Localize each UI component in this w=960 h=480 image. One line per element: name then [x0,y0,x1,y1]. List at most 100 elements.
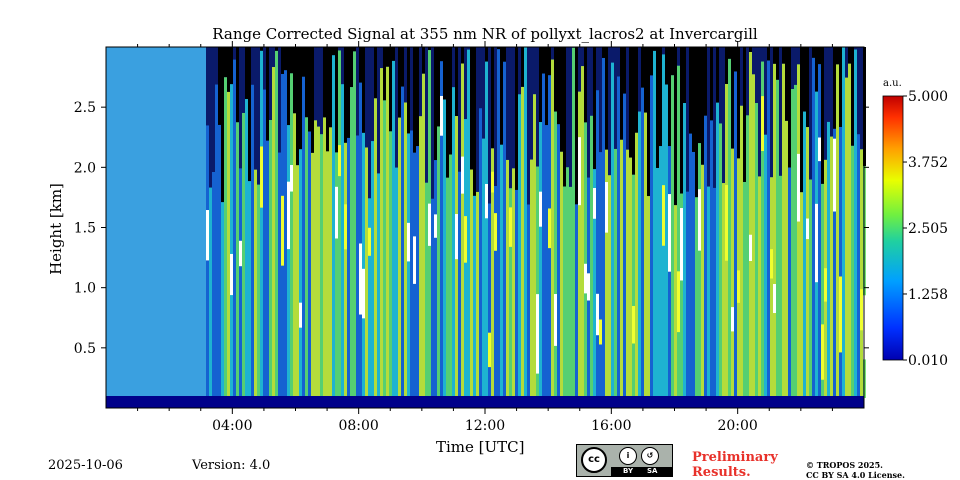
heatmap-column [662,47,665,55]
heatmap-column [257,184,260,398]
heatmap-column [632,47,635,175]
heatmap-column [344,47,347,143]
heatmap-column [761,61,764,399]
heatmap-column [308,47,311,132]
license-sa-label: SA [647,467,658,475]
y-tick-label: 2.5 [74,100,96,116]
heatmap-column [704,115,707,398]
heatmap-column [209,187,212,398]
heatmap-feature [413,236,416,284]
heatmap-column [494,186,497,398]
heatmap-column [755,47,758,104]
heatmap-column [722,47,725,184]
x-tick-label: 08:00 [338,418,378,434]
heatmap-column [599,47,602,153]
heatmap-column [233,47,236,60]
heatmap-column [410,47,413,131]
heatmap-column [560,151,563,398]
heatmap-column [449,154,452,398]
heatmap-column [380,68,383,399]
heatmap-column [434,47,437,161]
heatmap-column [812,57,815,398]
heatmap-column [665,47,668,85]
colorbar-ticks: 0.010 1.258 2.505 3.752 5.000 [903,89,948,369]
heatmap-column [770,47,773,178]
heatmap-column [227,47,230,92]
heatmap-column [590,115,593,399]
heatmap-column [833,128,836,398]
heatmap-column [509,188,512,398]
heatmap-column [635,47,638,133]
x-axis-label: Time [UTC] [436,438,525,456]
heatmap-column [290,47,293,74]
heatmap-column [239,47,242,169]
heatmap-column [791,47,794,90]
heatmap-column [281,47,284,74]
heatmap-feature [281,195,284,266]
heatmap-column [539,47,542,123]
heatmap-column [458,47,461,172]
heatmap-column [578,91,581,399]
heatmap-column [500,47,503,145]
heatmap-column [782,63,785,398]
heatmap-column [401,86,404,399]
heatmap-feature [494,213,497,251]
heatmap-column [593,169,596,398]
heatmap-column [569,186,572,398]
heatmap-column [467,49,470,398]
heatmap-feature [770,249,773,279]
heatmap-column [806,47,809,128]
heatmap-feature [290,165,293,192]
heatmap-column [602,57,605,399]
heatmap-column [653,50,656,399]
heatmap-column [314,120,317,399]
heatmap-column [503,61,506,398]
heatmap-column [431,198,434,398]
heatmap-column [722,183,725,398]
heatmap-feature [761,96,764,151]
heatmap-column [683,103,686,398]
heatmap-feature [509,207,512,247]
heatmap-column [758,176,761,398]
heatmap-column [323,117,326,398]
heatmap-column [452,47,455,88]
heatmap-column [719,47,722,124]
x-tick-label: 20:00 [717,418,757,434]
heatmap-column [719,123,722,398]
heatmap-column [272,67,275,398]
heatmap-column [227,91,230,398]
heatmap-column [749,47,752,52]
heatmap-column [629,47,632,158]
heatmap-column [632,174,635,398]
heatmap-feature [806,218,809,240]
heatmap-column [266,140,269,398]
y-tick-label: 1.0 [74,281,96,297]
heatmap-column [578,47,581,92]
heatmap-column [671,75,674,398]
heatmap-column [335,152,338,398]
heatmap-column [749,51,752,398]
heatmap-column [566,47,569,168]
heatmap-column [266,47,269,141]
heatmap-feature [359,243,362,315]
heatmap-column [284,47,287,71]
heatmap-feature [821,324,824,380]
license-strip: BY SA [611,467,672,476]
heatmap-column [230,84,233,399]
heatmap-column [857,134,860,398]
heatmap-column [377,47,380,174]
heatmap-column [659,47,662,147]
heatmap-column [581,66,584,398]
cc-license-badge: cc i ↺ BY SA [576,444,673,477]
heatmap-feature [818,137,821,162]
heatmap-column [290,73,293,398]
heatmap-column [515,47,518,190]
heatmap-column [554,111,557,398]
heatmap-column [215,47,218,85]
x-tick-label: 04:00 [212,418,252,434]
heatmap-column [404,47,407,103]
heatmap-column [650,47,653,76]
heatmap-column [374,98,377,398]
y-tick-label: 2.0 [74,160,96,176]
heatmap-column [245,47,248,99]
